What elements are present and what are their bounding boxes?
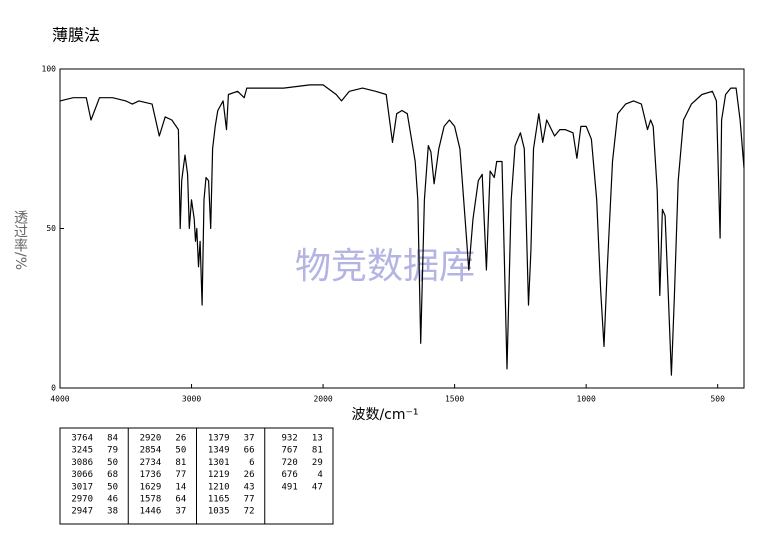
- peak-wavenumber: 2734: [140, 458, 162, 468]
- peak-wavenumber: 1379: [208, 434, 230, 444]
- peak-wavenumber: 1349: [208, 446, 230, 456]
- peak-transmittance: 81: [312, 446, 323, 456]
- peak-wavenumber: 3017: [71, 482, 93, 492]
- peak-wavenumber: 932: [281, 434, 297, 444]
- peak-wavenumber: 1736: [140, 470, 162, 480]
- peak-transmittance: 13: [312, 434, 323, 444]
- peak-transmittance: 26: [175, 434, 186, 444]
- peak-transmittance: 81: [175, 458, 186, 468]
- peak-wavenumber: 720: [281, 458, 297, 468]
- page-title: 薄膜法: [52, 26, 100, 45]
- x-tick-label: 1000: [577, 395, 596, 404]
- peak-wavenumber: 1301: [208, 458, 230, 468]
- peak-wavenumber: 2970: [71, 495, 93, 505]
- peak-wavenumber: 2947: [71, 507, 93, 517]
- peak-transmittance: 14: [175, 482, 186, 492]
- peak-transmittance: 4: [317, 470, 322, 480]
- peak-wavenumber: 1446: [140, 507, 162, 517]
- peak-wavenumber: 2920: [140, 434, 162, 444]
- peak-transmittance: 84: [107, 434, 118, 444]
- peak-transmittance: 47: [312, 482, 323, 492]
- y-tick-label: 50: [46, 224, 56, 233]
- x-tick-label: 2000: [313, 395, 332, 404]
- peak-transmittance: 66: [244, 446, 255, 456]
- peak-transmittance: 29: [312, 458, 323, 468]
- peak-transmittance: 72: [244, 507, 255, 517]
- peak-transmittance: 43: [244, 482, 255, 492]
- peak-transmittance: 79: [107, 446, 118, 456]
- peak-transmittance: 50: [107, 482, 118, 492]
- peak-wavenumber: 1578: [140, 495, 162, 505]
- peak-transmittance: 37: [175, 507, 186, 517]
- peak-wavenumber: 491: [281, 482, 297, 492]
- peak-transmittance: 77: [175, 470, 186, 480]
- y-tick-label: 0: [51, 384, 56, 393]
- peak-wavenumber: 3764: [71, 434, 93, 444]
- x-tick-label: 4000: [50, 395, 69, 404]
- y-tick-label: 100: [42, 65, 57, 74]
- peak-wavenumber: 3245: [71, 446, 93, 456]
- watermark: 物竞数据库: [295, 246, 475, 287]
- peak-transmittance: 46: [107, 495, 118, 505]
- peak-wavenumber: 2854: [140, 446, 162, 456]
- peak-wavenumber: 3066: [71, 470, 93, 480]
- peak-transmittance: 38: [107, 507, 118, 517]
- x-tick-label: 500: [710, 395, 725, 404]
- peak-transmittance: 77: [244, 495, 255, 505]
- peak-transmittance: 64: [175, 495, 186, 505]
- peak-wavenumber: 1035: [208, 507, 230, 517]
- x-tick-label: 1500: [445, 395, 464, 404]
- peak-wavenumber: 767: [281, 446, 297, 456]
- peak-transmittance: 50: [175, 446, 186, 456]
- peak-wavenumber: 3086: [71, 458, 93, 468]
- peak-transmittance: 37: [244, 434, 255, 444]
- peak-transmittance: 68: [107, 470, 118, 480]
- peak-wavenumber: 1629: [140, 482, 162, 492]
- spectrum-line: [59, 84, 745, 376]
- peak-transmittance: 50: [107, 458, 118, 468]
- peak-transmittance: 26: [244, 470, 255, 480]
- y-axis-label: 透过率/%: [12, 210, 28, 270]
- peak-wavenumber: 1165: [208, 495, 230, 505]
- x-tick-label: 3000: [182, 395, 201, 404]
- peak-wavenumber: 676: [281, 470, 297, 480]
- peak-wavenumber: 1210: [208, 482, 230, 492]
- x-axis-label: 波数/cm⁻¹: [351, 407, 418, 423]
- peak-transmittance: 6: [249, 458, 254, 468]
- peak-wavenumber: 1219: [208, 470, 230, 480]
- plot-frame: [59, 68, 745, 389]
